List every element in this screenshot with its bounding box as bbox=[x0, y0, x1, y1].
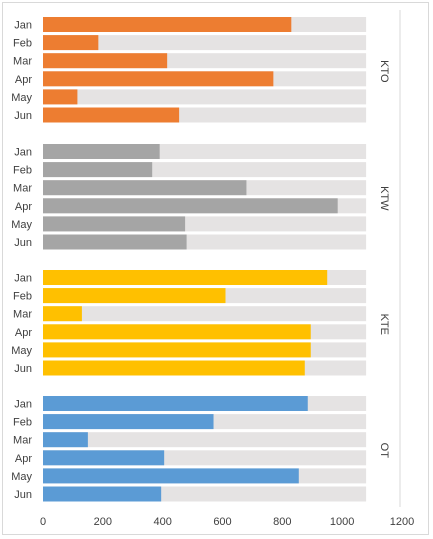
category-label: Feb bbox=[13, 417, 32, 429]
bar-kto-may bbox=[43, 89, 78, 105]
bar-ktw-feb bbox=[43, 162, 153, 178]
bar-ot-feb bbox=[43, 414, 214, 430]
x-tick-label: 200 bbox=[94, 516, 112, 528]
track-kto-may bbox=[43, 89, 367, 105]
category-label: Jan bbox=[14, 147, 32, 159]
bar-kto-mar bbox=[43, 53, 168, 69]
bar-kte-may bbox=[43, 342, 311, 358]
bar-ot-jun bbox=[43, 486, 162, 502]
category-label: Mar bbox=[13, 56, 32, 68]
x-tick-label: 1000 bbox=[330, 516, 354, 528]
bar-ot-jan bbox=[43, 396, 308, 411]
category-label: Feb bbox=[13, 38, 32, 50]
category-label: Apr bbox=[15, 453, 32, 465]
track-ot-mar bbox=[43, 432, 367, 448]
category-label: Mar bbox=[13, 435, 32, 447]
category-label: Jan bbox=[14, 273, 32, 285]
bar-kte-apr bbox=[43, 324, 311, 340]
bar-kto-jan bbox=[43, 17, 292, 32]
category-label: May bbox=[11, 92, 32, 104]
group-label-kte: KTE bbox=[378, 314, 390, 335]
track-kto-feb bbox=[43, 35, 367, 51]
category-label: Jun bbox=[14, 363, 32, 375]
bar-ktw-mar bbox=[43, 180, 247, 196]
category-label: May bbox=[11, 345, 32, 357]
bar-ktw-apr bbox=[43, 198, 338, 214]
x-tick-label: 600 bbox=[213, 516, 231, 528]
track-kte-mar bbox=[43, 306, 367, 322]
bar-ot-may bbox=[43, 468, 299, 484]
group-label-ktw: KTW bbox=[378, 186, 390, 211]
category-label: Feb bbox=[13, 165, 32, 177]
group-label-ot: OT bbox=[378, 443, 390, 459]
category-label: Jun bbox=[14, 110, 32, 122]
group-label-kto: KTO bbox=[378, 60, 390, 83]
category-label: Jun bbox=[14, 489, 32, 501]
category-label: Apr bbox=[15, 327, 32, 339]
x-tick-label: 1200 bbox=[390, 516, 414, 528]
bar-ktw-jun bbox=[43, 234, 187, 250]
category-label: Jan bbox=[14, 399, 32, 411]
bar-kte-feb bbox=[43, 288, 226, 304]
bar-kte-jan bbox=[43, 270, 328, 285]
bar-kte-jun bbox=[43, 360, 305, 376]
category-label: Apr bbox=[15, 201, 32, 213]
bar-ot-mar bbox=[43, 432, 88, 448]
bar-kto-jun bbox=[43, 107, 180, 123]
bar-ktw-may bbox=[43, 216, 186, 232]
category-label: Feb bbox=[13, 291, 32, 303]
category-label: Jun bbox=[14, 237, 32, 249]
category-label: May bbox=[11, 471, 32, 483]
bar-kto-feb bbox=[43, 35, 99, 51]
bar-ot-apr bbox=[43, 450, 165, 466]
bar-kte-mar bbox=[43, 306, 82, 322]
category-label: Mar bbox=[13, 183, 32, 195]
category-label: Apr bbox=[15, 74, 32, 86]
x-tick-label: 400 bbox=[153, 516, 171, 528]
category-label: Jan bbox=[14, 20, 32, 32]
category-label: Mar bbox=[13, 309, 32, 321]
x-tick-label: 0 bbox=[40, 516, 46, 528]
bar-ktw-jan bbox=[43, 144, 160, 159]
category-label: May bbox=[11, 219, 32, 231]
bar-kto-apr bbox=[43, 71, 274, 87]
x-tick-label: 800 bbox=[273, 516, 291, 528]
